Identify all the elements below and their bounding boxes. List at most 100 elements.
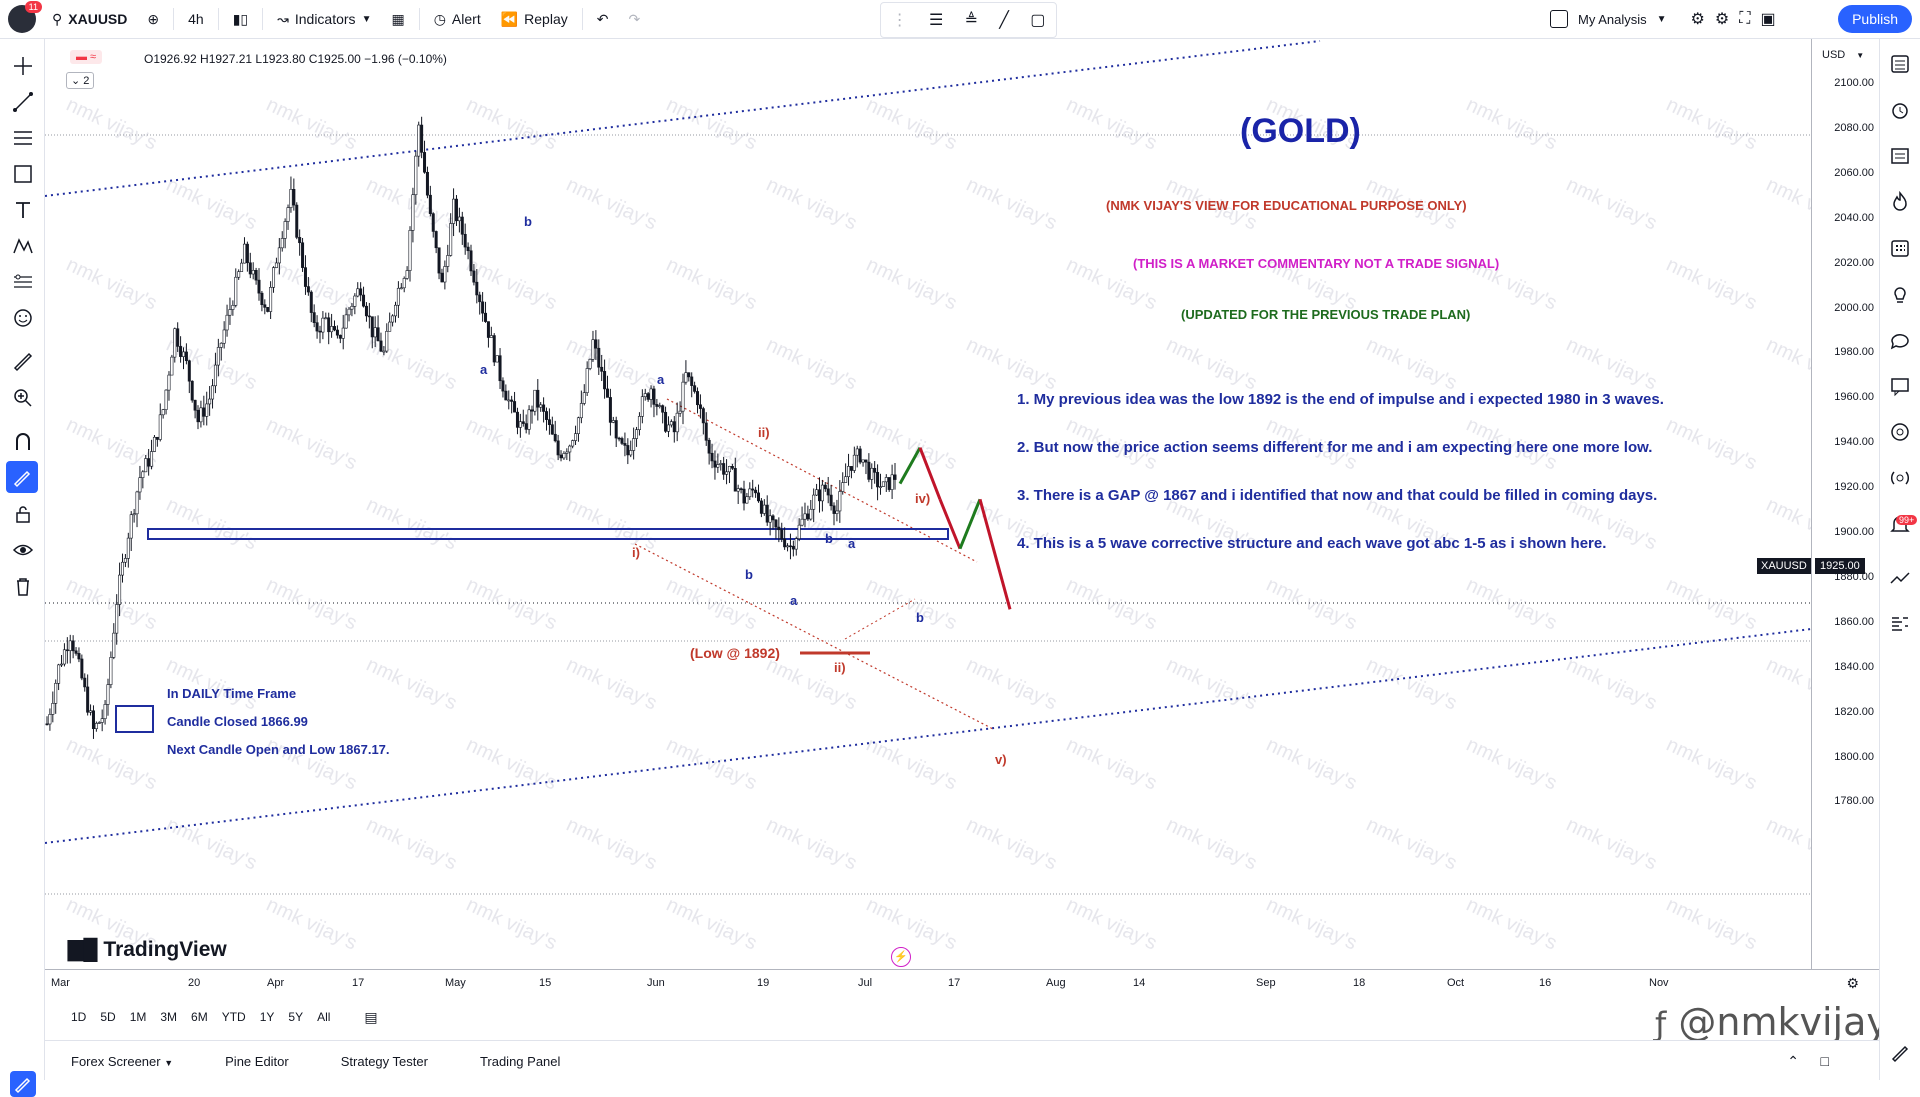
chart-event-icon[interactable]: ⚡ [891,947,911,967]
daily-note-line-1[interactable]: In DAILY Time Frame [167,686,297,701]
stay-drawing-button[interactable] [6,461,38,493]
point-1[interactable]: 1. My previous idea was the low 1892 is … [1017,391,1664,408]
range-button-ytd[interactable]: YTD [221,1010,246,1024]
disclaimer-note[interactable]: (NMK VIJAY'S VIEW FOR EDUCATIONAL PURPOS… [1106,198,1467,213]
time-axis[interactable]: Mar 20 Apr 17 May 15 Jun 19 Jul 17 Aug 14 Sep 18 Oct 16… [45,969,1879,998]
wave-label-a[interactable]: a [657,372,665,387]
wave-label-a[interactable]: a [480,362,488,377]
ruler-icon[interactable] [12,351,34,373]
symbol-status-badge[interactable]: ▬ ≈ [70,50,103,64]
pattern-icon[interactable] [12,235,34,257]
crosshair-icon[interactable] [12,55,34,77]
settings-gear-icon[interactable]: ⚙ [1846,975,1859,991]
daily-note-line-3[interactable]: Next Candle Open and Low 1867.17. [167,742,390,757]
pencil-icon[interactable] [1889,1041,1911,1063]
shapes-icon[interactable] [12,163,34,185]
calendar-grid-icon[interactable] [1889,237,1911,259]
data-window-icon[interactable] [1889,145,1911,167]
publish-button[interactable]: Publish [1838,5,1912,33]
range-button-all[interactable]: All [317,1010,331,1024]
trend-chart-icon[interactable] [1889,567,1911,589]
drag-handle-icon[interactable]: ⋮ [891,12,908,29]
layout-name[interactable]: My Analysis [1578,11,1647,27]
updated-note[interactable]: (UPDATED FOR THE PREVIOUS TRADE PLAN) [1181,307,1471,322]
dom-icon[interactable] [1889,613,1911,635]
chats-icon[interactable] [1889,329,1911,351]
range-button-5d[interactable]: 5D [100,1010,116,1024]
wave-label-iv[interactable]: iv) [915,491,931,506]
zoom-in-icon[interactable] [12,387,34,409]
redo-button[interactable]: ↷ [618,0,650,38]
camera-icon[interactable]: ▣ [1760,11,1776,28]
tab-forex-screener[interactable]: Forex Screener ▼ [45,1054,199,1069]
currency-selector[interactable]: USD ▼ [1822,49,1864,61]
point-4[interactable]: 4. This is a 5 wave corrective structure… [1017,535,1607,552]
wave-label-a[interactable]: a [790,593,798,608]
wave-label-b[interactable]: b [825,531,833,546]
wave-label-b[interactable]: b [745,567,753,582]
streams-icon[interactable] [1889,421,1911,443]
lock-icon[interactable] [12,503,34,525]
trend-line-icon[interactable] [12,91,34,113]
range-button-6m[interactable]: 6M [191,1010,208,1024]
wave-label-a[interactable]: a [848,536,856,551]
range-button-1d[interactable]: 1D [71,1010,87,1024]
daily-gap-box[interactable] [115,705,154,733]
calendar-icon[interactable]: ▤ [364,1008,378,1025]
alarm-clock-icon[interactable] [1889,99,1911,121]
text-icon[interactable] [12,199,34,221]
messages-icon[interactable] [1889,375,1911,397]
user-avatar[interactable]: 11 [8,1,42,33]
gap-zone-rectangle[interactable] [147,528,949,540]
price-axis[interactable]: USD ▼ 2100.00 2080.00 2060.00 2040.00 2020.0… [1811,39,1880,969]
channel-icon[interactable]: ≜ [964,12,978,29]
tradingview-logo[interactable]: ▇█ TradingView [68,937,227,962]
point-2[interactable]: 2. But now the price action seems differ… [1017,439,1653,456]
compare-button[interactable]: ⊕ [137,0,169,38]
collapse-panel-icon[interactable]: ⌃ [1787,1052,1799,1069]
wave-label-ii[interactable]: ii) [834,660,846,675]
interval-button[interactable]: 4h [178,0,214,38]
layout-checkbox-icon[interactable] [1550,10,1568,28]
wave-label-v[interactable]: v) [995,752,1007,767]
horizontal-lines-icon[interactable]: ☰ [928,12,944,29]
broadcast-icon[interactable] [1889,467,1911,489]
magnet-icon[interactable] [12,431,34,453]
watchlist-icon[interactable] [1889,53,1911,75]
indicators-button[interactable]: ↝ Indicators ▼ [267,0,381,38]
low-label[interactable]: (Low @ 1892) [690,645,780,661]
symbol-search[interactable]: ⚲ XAUUSD [42,0,137,38]
hotlist-icon[interactable] [1889,191,1911,213]
range-button-3m[interactable]: 3M [160,1010,178,1024]
commentary-note[interactable]: (THIS IS A MARKET COMMENTARY NOT A TRADE… [1133,256,1500,271]
wave-label-b[interactable]: b [524,214,532,229]
chart-title-annotation[interactable]: (GOLD) [1240,112,1361,150]
chart-type-button[interactable]: ▮▯ [223,0,258,38]
trash-icon[interactable] [12,575,34,597]
daily-note-line-2[interactable]: Candle Closed 1866.99 [167,714,308,729]
alert-button[interactable]: ◷ Alert [424,0,491,38]
price-chart[interactable]: nmk vijay's nmk vijay's nmk vijay's nmk vij… [45,39,1811,969]
range-button-1m[interactable]: 1M [129,1010,147,1024]
range-button-5y[interactable]: 5Y [288,1010,304,1024]
tab-strategy-tester[interactable]: Strategy Tester [340,1053,428,1069]
eye-icon[interactable] [12,539,34,561]
emoji-icon[interactable] [12,307,34,329]
undo-button[interactable]: ↶ [587,0,619,38]
wave-label-b[interactable]: b [916,610,924,625]
rectangle-icon[interactable]: ▢ [1030,12,1046,29]
quick-search-icon[interactable]: ⚙ [1690,11,1705,28]
wave-label-i[interactable]: i) [632,545,640,560]
wave-label-ii[interactable]: ii) [758,425,770,440]
tab-pine-editor[interactable]: Pine Editor [225,1053,289,1069]
settings-icon[interactable]: ⚙ [1714,11,1730,28]
legend-collapse-button[interactable]: ⌄ 2 [66,72,95,89]
maximize-panel-icon[interactable]: □ [1820,1053,1829,1069]
templates-button[interactable]: ▦ [381,0,414,38]
object-tree-button[interactable] [10,1071,36,1097]
chevron-down-icon[interactable]: ▼ [1656,13,1667,25]
point-3[interactable]: 3. There is a GAP @ 1867 and i identifie… [1017,487,1658,504]
replay-button[interactable]: ⏪ Replay [491,0,578,38]
fib-icon[interactable] [12,127,34,149]
prediction-icon[interactable] [12,271,34,293]
